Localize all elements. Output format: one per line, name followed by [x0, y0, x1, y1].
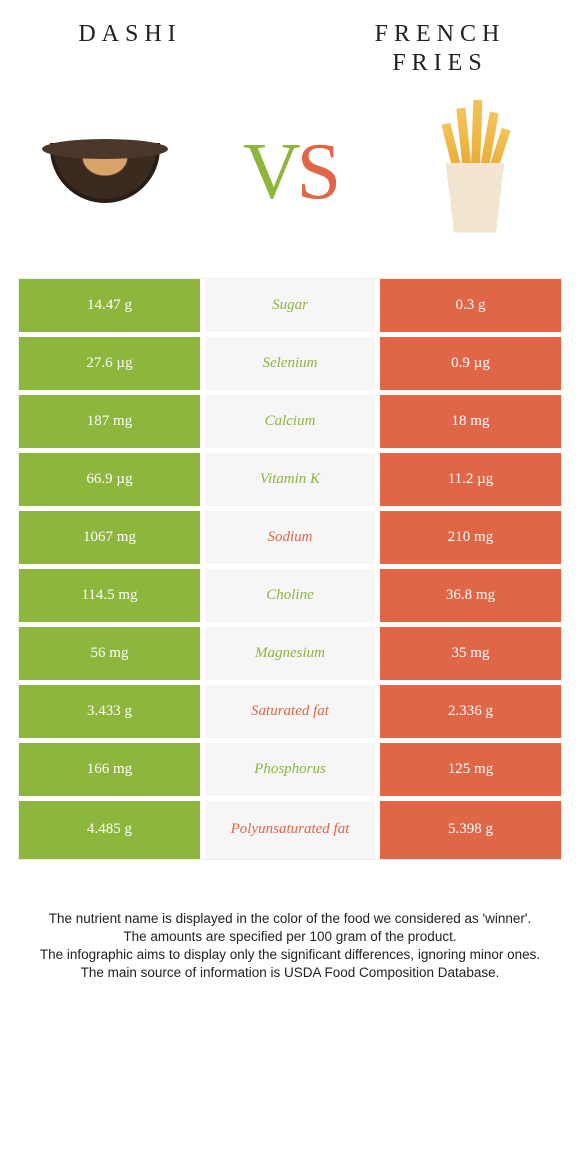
footer-notes: The nutrient name is displayed in the co… — [0, 860, 580, 1003]
comparison-table: 14.47 gSugar0.3 g27.6 µgSelenium0.9 µg18… — [18, 278, 562, 860]
footer-line: The main source of information is USDA F… — [30, 964, 550, 982]
left-value: 1067 mg — [19, 511, 205, 569]
right-value: 2.336 g — [375, 685, 561, 743]
nutrient-name: Phosphorus — [205, 743, 375, 801]
right-value: 36.8 mg — [375, 569, 561, 627]
right-value: 125 mg — [375, 743, 561, 801]
nutrient-name: Sugar — [205, 279, 375, 337]
right-value: 210 mg — [375, 511, 561, 569]
table-row: 187 mgCalcium18 mg — [19, 395, 561, 453]
left-value: 187 mg — [19, 395, 205, 453]
nutrient-name: Magnesium — [205, 627, 375, 685]
footer-line: The infographic aims to display only the… — [30, 946, 550, 964]
left-value: 56 mg — [19, 627, 205, 685]
table-row: 66.9 µgVitamin K11.2 µg — [19, 453, 561, 511]
nutrient-name: Calcium — [205, 395, 375, 453]
vs-label: VS — [243, 127, 337, 218]
right-value: 35 mg — [375, 627, 561, 685]
table-row: 114.5 mgCholine36.8 mg — [19, 569, 561, 627]
table-row: 56 mgMagnesium35 mg — [19, 627, 561, 685]
right-value: 0.3 g — [375, 279, 561, 337]
right-title: FRENCH FRIES — [340, 20, 540, 78]
left-value: 14.47 g — [19, 279, 205, 337]
french-fries-icon — [400, 98, 550, 248]
table-row: 4.485 gPolyunsaturated fat5.398 g — [19, 801, 561, 859]
right-value: 18 mg — [375, 395, 561, 453]
nutrient-name: Selenium — [205, 337, 375, 395]
table-row: 1067 mgSodium210 mg — [19, 511, 561, 569]
left-value: 27.6 µg — [19, 337, 205, 395]
table-row: 14.47 gSugar0.3 g — [19, 279, 561, 337]
left-value: 114.5 mg — [19, 569, 205, 627]
nutrient-name: Saturated fat — [205, 685, 375, 743]
left-value: 66.9 µg — [19, 453, 205, 511]
table-row: 3.433 gSaturated fat2.336 g — [19, 685, 561, 743]
nutrient-name: Sodium — [205, 511, 375, 569]
vs-s: S — [297, 128, 338, 216]
right-value: 5.398 g — [375, 801, 561, 859]
table-row: 166 mgPhosphorus125 mg — [19, 743, 561, 801]
left-value: 4.485 g — [19, 801, 205, 859]
right-value: 0.9 µg — [375, 337, 561, 395]
left-title: DASHI — [40, 20, 220, 49]
footer-line: The amounts are specified per 100 gram o… — [30, 928, 550, 946]
vs-v: V — [243, 128, 297, 216]
nutrient-name: Choline — [205, 569, 375, 627]
left-value: 166 mg — [19, 743, 205, 801]
nutrient-name: Vitamin K — [205, 453, 375, 511]
nutrient-name: Polyunsaturated fat — [205, 801, 375, 859]
left-value: 3.433 g — [19, 685, 205, 743]
footer-line: The nutrient name is displayed in the co… — [30, 910, 550, 928]
right-value: 11.2 µg — [375, 453, 561, 511]
table-row: 27.6 µgSelenium0.9 µg — [19, 337, 561, 395]
image-row: VS — [0, 88, 580, 278]
dashi-bowl-icon — [30, 98, 180, 248]
header: DASHI FRENCH FRIES — [0, 0, 580, 88]
